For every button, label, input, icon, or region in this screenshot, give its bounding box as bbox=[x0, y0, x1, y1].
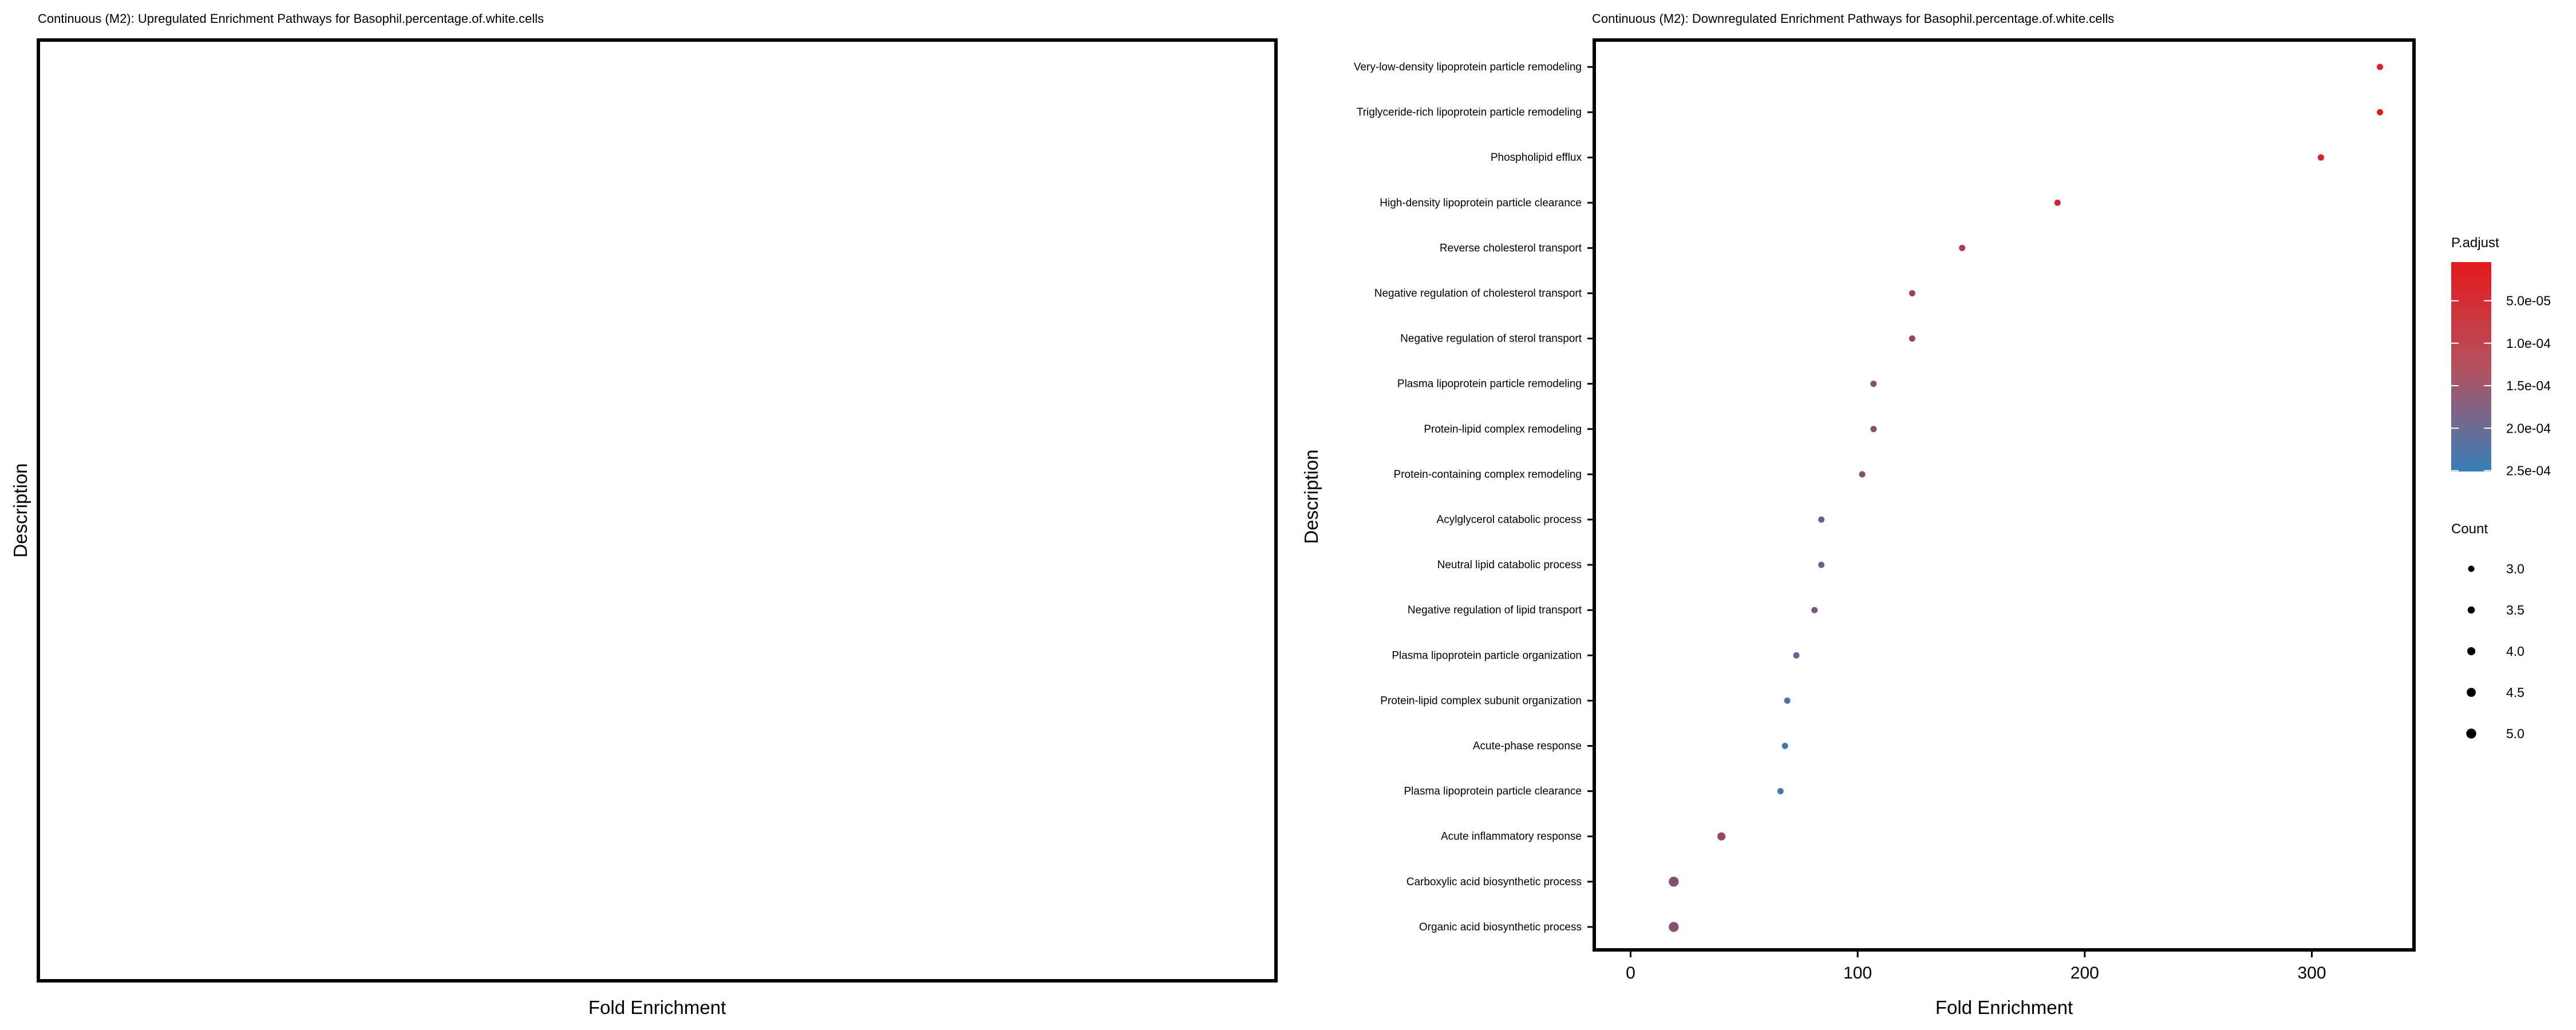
data-point bbox=[1793, 652, 1800, 659]
colorbar-label: 1.5e-04 bbox=[2506, 378, 2551, 393]
upregulated-y-axis-title: Description bbox=[10, 463, 31, 557]
y-tick-label: Triglyceride-rich lipoprotein particle r… bbox=[1357, 106, 1582, 118]
data-point bbox=[1909, 335, 1915, 342]
upregulated-plot-frame bbox=[37, 38, 1278, 983]
data-point bbox=[2054, 199, 2061, 206]
colorbar-label: 5.0e-05 bbox=[2506, 294, 2551, 308]
padjust-colorbar bbox=[2451, 262, 2491, 472]
data-point bbox=[2376, 64, 2383, 70]
colorbar-label: 2.0e-04 bbox=[2506, 421, 2551, 435]
y-tick-label: Protein-lipid complex subunit organizati… bbox=[1380, 695, 1582, 707]
y-tick-label: High-density lipoprotein particle cleara… bbox=[1380, 197, 1582, 209]
data-point bbox=[1717, 832, 1726, 841]
downregulated-panel-title: Continuous (M2): Downregulated Enrichmen… bbox=[1592, 11, 2114, 26]
y-tick-label: Negative regulation of lipid transport bbox=[1408, 604, 1582, 616]
colorbar-label: 2.5e-04 bbox=[2506, 464, 2551, 478]
count-legend-label: 3.5 bbox=[2506, 603, 2524, 617]
data-point bbox=[1909, 290, 1915, 296]
y-tick-label: Plasma lipoprotein particle remodeling bbox=[1397, 378, 1582, 390]
data-point bbox=[1669, 877, 1679, 887]
data-point bbox=[2317, 154, 2324, 161]
count-legend-dot bbox=[2467, 647, 2476, 656]
y-tick-label: Acute-phase response bbox=[1473, 740, 1582, 752]
count-legend-dot bbox=[2467, 606, 2475, 614]
downregulated-points bbox=[1669, 64, 2383, 932]
count-legend-dot bbox=[2468, 565, 2475, 572]
y-tick-label: Protein-containing complex remodeling bbox=[1394, 469, 1582, 481]
upregulated-panel: Continuous (M2): Upregulated Enrichment … bbox=[10, 11, 1278, 1018]
count-legend-label: 4.5 bbox=[2506, 685, 2524, 700]
downregulated-plot-frame bbox=[1593, 38, 2416, 952]
downregulated-y-ticks: Very-low-density lipoprotein particle re… bbox=[1354, 61, 1593, 933]
downregulated-x-axis-title: Fold Enrichment bbox=[1935, 997, 2073, 1018]
y-tick-label: Neutral lipid catabolic process bbox=[1437, 559, 1582, 571]
padjust-legend-title: P.adjust bbox=[2451, 235, 2499, 251]
data-point bbox=[1870, 426, 1877, 433]
data-point bbox=[1811, 607, 1818, 613]
y-tick-label: Plasma lipoprotein particle organization bbox=[1392, 649, 1582, 661]
downregulated-y-axis-title: Description bbox=[1301, 449, 1322, 544]
upregulated-panel-title: Continuous (M2): Upregulated Enrichment … bbox=[38, 11, 544, 26]
data-point bbox=[1784, 697, 1791, 704]
downregulated-panel: Continuous (M2): Downregulated Enrichmen… bbox=[1301, 11, 2416, 1018]
data-point bbox=[1959, 244, 1966, 251]
padjust-legend-ticks: 5.0e-05 1.0e-04 1.5e-04 2.0e-04 2.5e-04 bbox=[2451, 294, 2551, 478]
data-point bbox=[1669, 922, 1679, 932]
count-legend-label: 3.0 bbox=[2506, 561, 2524, 576]
data-point bbox=[1818, 561, 1825, 568]
y-tick-label: Very-low-density lipoprotein particle re… bbox=[1354, 61, 1582, 73]
y-tick-label: Protein-lipid complex remodeling bbox=[1424, 423, 1582, 435]
count-legend-title: Count bbox=[2451, 521, 2488, 537]
count-legend-dot bbox=[2467, 688, 2476, 697]
data-point bbox=[1777, 788, 1784, 795]
y-tick-label: Negative regulation of sterol transport bbox=[1400, 333, 1582, 345]
colorbar-label: 1.0e-04 bbox=[2506, 336, 2551, 351]
padjust-legend: P.adjust 5.0e-05 1.0e-04 1.5e-04 2.0e-04 2.5… bbox=[2451, 235, 2551, 478]
count-legend-keys: 3.0 3.5 4.0 4.5 5.0 bbox=[2466, 561, 2524, 741]
data-point bbox=[2376, 109, 2383, 116]
data-point bbox=[1818, 516, 1825, 523]
y-tick-label: Organic acid biosynthetic process bbox=[1419, 921, 1582, 933]
count-legend: Count 3.0 3.5 4.0 4.5 5.0 bbox=[2451, 521, 2524, 741]
x-tick-label: 200 bbox=[2071, 964, 2099, 983]
x-tick-label: 0 bbox=[1626, 964, 1635, 983]
y-tick-label: Acute inflammatory response bbox=[1441, 831, 1582, 843]
data-point bbox=[1870, 381, 1877, 387]
count-legend-dot bbox=[2466, 728, 2476, 739]
y-tick-label: Plasma lipoprotein particle clearance bbox=[1404, 786, 1582, 798]
y-tick-label: Phospholipid efflux bbox=[1491, 152, 1582, 164]
count-legend-label: 5.0 bbox=[2506, 726, 2524, 741]
upregulated-x-axis-title: Fold Enrichment bbox=[588, 997, 726, 1018]
x-tick-label: 100 bbox=[1843, 964, 1872, 983]
downregulated-x-ticks: 0 100 200 300 bbox=[1626, 952, 2326, 983]
data-point bbox=[1859, 471, 1866, 478]
data-point bbox=[1781, 743, 1788, 749]
y-tick-label: Acylglycerol catabolic process bbox=[1437, 514, 1582, 526]
x-tick-label: 300 bbox=[2297, 964, 2326, 983]
y-tick-label: Carboxylic acid biosynthetic process bbox=[1406, 876, 1582, 888]
y-tick-label: Negative regulation of cholesterol trans… bbox=[1374, 288, 1582, 300]
y-tick-label: Reverse cholesterol transport bbox=[1440, 242, 1582, 254]
count-legend-label: 4.0 bbox=[2506, 644, 2524, 659]
